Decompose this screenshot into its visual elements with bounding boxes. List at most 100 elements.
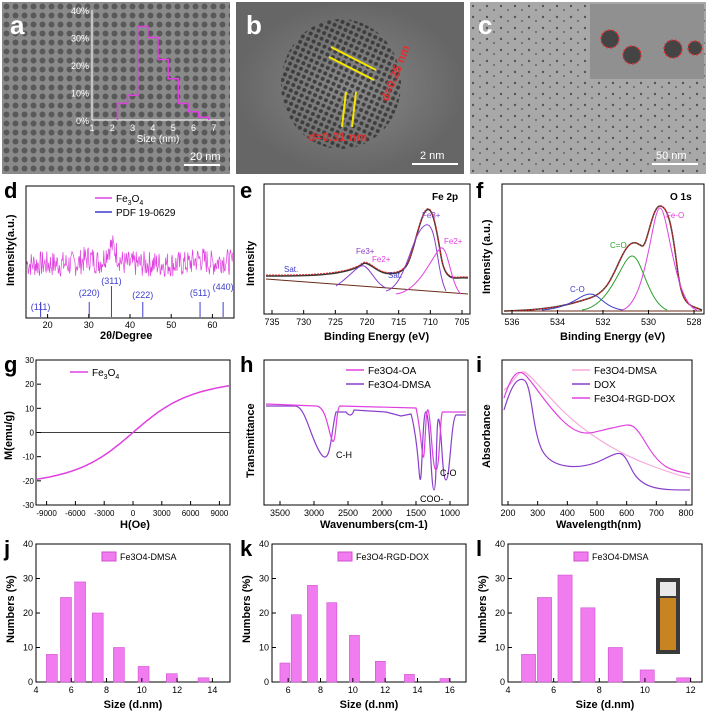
legend-swatch [101,551,117,562]
histogram-bar [375,661,386,683]
tem-a-image: 0% 10% 20% 30% 40% 1 2 3 4 5 6 7 Size (nm) a 20 nm [2,2,230,174]
x-tick-label: 20 [43,320,53,330]
tem-c-image: c 50 nm [470,2,706,174]
x-tick-label: 1500 [406,508,426,518]
histogram-bar [290,614,302,683]
plot-frame [263,359,469,506]
x-tick-label: 200 [500,508,515,518]
y-axis-label: M(emu/g) [3,411,15,460]
chart-e: e Fe 2p Sat. Fe3+ Fe2+ Sat. Fe3+ Fe2+ 73… [240,178,471,343]
panel-label: l [476,536,482,561]
scale-text: 50 nm [656,150,687,162]
x-tick-label: -3000 [94,509,115,518]
tem-panel-b: d=0.25 nm d=0.31 nm b 2 nm [236,2,464,174]
x-tick-label: 8 [597,685,602,695]
histogram-bar [113,647,125,683]
annotation: C-O [570,285,585,294]
chart-l: l 4 6 8 10 12 0 10 20 30 40 Fe3O4-DMSA Numbers (%) S… [476,536,703,711]
x-tick-label: 725 [328,317,343,327]
y-tick-label: 20 [23,608,33,618]
panel-label: e [240,178,252,203]
y-tick-label: 0 [264,677,269,687]
x-tick-label: 50 [166,320,176,330]
x-tick-label: 12 [172,685,182,695]
legend-dmsa: Fe3O4-DMSA [368,380,431,391]
histogram-bar [676,677,692,683]
histogram-bar [537,597,552,683]
x-tick-label: 8 [104,685,109,695]
annotation: C=O [610,241,627,250]
y-tick-label: 10% [71,89,89,99]
tem-panel-c: c 50 nm [470,2,706,174]
x-tick-label: 705 [454,317,469,327]
annotation: Fe2+ [444,237,463,246]
y-tick-label: 0 [500,677,505,687]
tem-panel-a: 0% 10% 20% 30% 40% 1 2 3 4 5 6 7 Size (nm) a 20 nm [2,2,230,174]
x-tick-label: 9000 [211,509,229,518]
y-axis-label: Numbers (%) [5,575,17,643]
y-tick-label: -20 [22,477,34,486]
y-tick-label: 40% [71,6,89,16]
x-axis-label: Size (nm) [137,134,180,145]
x-ticks: 536 534 532 530 528 [504,310,702,327]
x-tick-label: 5 [171,123,176,133]
x-tick-label: 6 [69,685,74,695]
chart-i: i Fe3O4-DMSA DOX Fe3O4-RGD-DOX 200 300 400… [476,352,694,530]
panel-label: d [4,178,17,203]
y-tick-label: -30 [22,501,34,510]
legend-fe3o4: Fe3O4 [92,368,119,381]
histogram-bar [137,666,150,683]
x-axis-label: Wavenumbers(cm-1) [320,519,428,530]
panel-label: c [478,10,492,40]
y-tick-label: 20 [495,608,505,618]
x-tick-label: 2 [110,123,115,133]
spectrum-tag: Fe 2p [432,192,458,203]
chart-g: g -9000 -6000 -3000 0 3000 6000 9000 -30 -20 -10 0… [3,352,231,530]
legend-fe3o4: Fe3O4 [116,194,143,207]
annotation: Sat. [284,265,298,274]
x-tick-label: 2500 [338,508,358,518]
histogram-bar [279,662,291,683]
x-tick-label: 1 [89,123,94,133]
panel-label: b [246,10,262,40]
x-tick-label: 532 [595,317,610,327]
x-tick-label: 710 [423,317,438,327]
histogram-bar [349,635,360,683]
chart-h: h C-H COO- C-O Fe3O4-OA Fe3O4-DMSA 3500 3… [240,352,469,530]
plot-frame [501,183,705,315]
y-axis-label: Intensity [245,240,257,286]
y-tick-label: 40 [23,539,33,549]
y-axis-label: Numbers (%) [241,575,253,643]
peak-label: (440) [213,282,234,292]
histogram-bar [639,669,655,683]
y-tick-label: 0 [28,677,33,687]
chart-k: k 6 8 10 12 14 16 0 10 20 30 40 Fe3O4-RGD-DOX Number… [240,536,467,711]
panel-label: f [476,178,484,203]
x-tick-label: 10 [137,685,147,695]
annotation: Sat. [388,271,402,280]
x-tick-label: 6 [191,123,196,133]
x-tick-label: 14 [207,685,217,695]
annotation: Fe3+ [422,211,441,220]
x-tick-label: -9000 [36,509,57,518]
x-tick-label: 6000 [182,509,200,518]
y-tick-label: 20 [259,608,269,618]
y-tick-label: 40 [259,539,269,549]
x-tick-label: 715 [391,317,406,327]
x-axis-label: Binding Energy (eV) [560,331,665,343]
x-tick-label: 7 [211,123,216,133]
histogram-bar [197,677,210,683]
panel-label: k [240,536,253,561]
y-tick-label: 30 [495,574,505,584]
x-tick-label: 700 [649,508,664,518]
x-tick-label: 10 [348,685,358,695]
histogram-step [116,25,210,120]
x-tick-label: 730 [296,317,311,327]
y-tick-label: 10 [259,643,269,653]
x-tick-label: 800 [678,508,693,518]
x-tick-label: 3 [130,123,135,133]
pdf-reference-lines: (111) (220)(311) (222) (511)(440) [31,276,234,317]
y-tick-label: 30% [71,34,89,44]
y-axis-label: Absorbance [481,404,493,468]
mh-curve [36,385,230,480]
